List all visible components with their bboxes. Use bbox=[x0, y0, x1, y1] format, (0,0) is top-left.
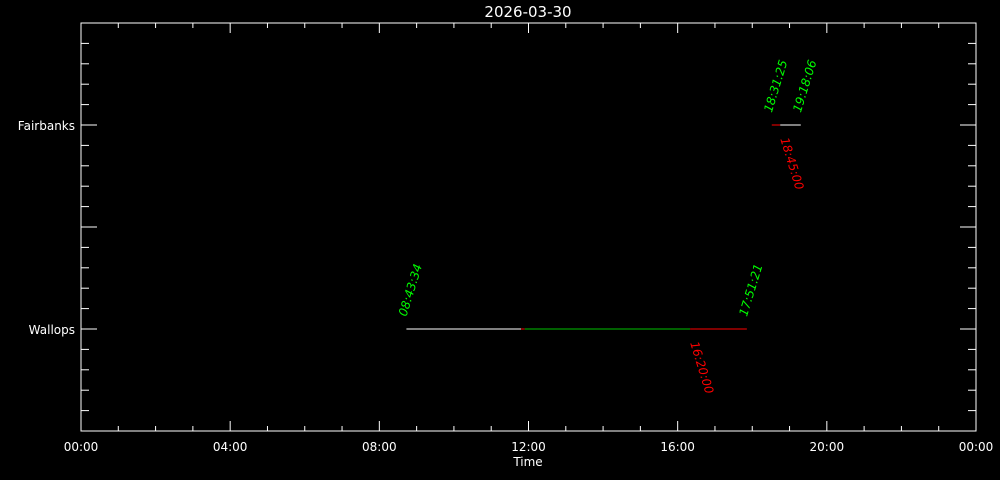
x-axis-label: Time bbox=[512, 455, 542, 469]
x-tick-label: 00:00 bbox=[959, 440, 994, 454]
y-tick-label: Wallops bbox=[29, 323, 75, 337]
x-tick-label: 00:00 bbox=[64, 440, 99, 454]
x-tick-label: 12:00 bbox=[511, 440, 546, 454]
x-tick-label: 04:00 bbox=[213, 440, 248, 454]
x-tick-label: 08:00 bbox=[362, 440, 397, 454]
x-tick-label: 20:00 bbox=[810, 440, 845, 454]
chart-title: 2026-03-30 bbox=[484, 3, 571, 21]
y-tick-label: Fairbanks bbox=[18, 119, 75, 133]
x-tick-label: 16:00 bbox=[660, 440, 695, 454]
